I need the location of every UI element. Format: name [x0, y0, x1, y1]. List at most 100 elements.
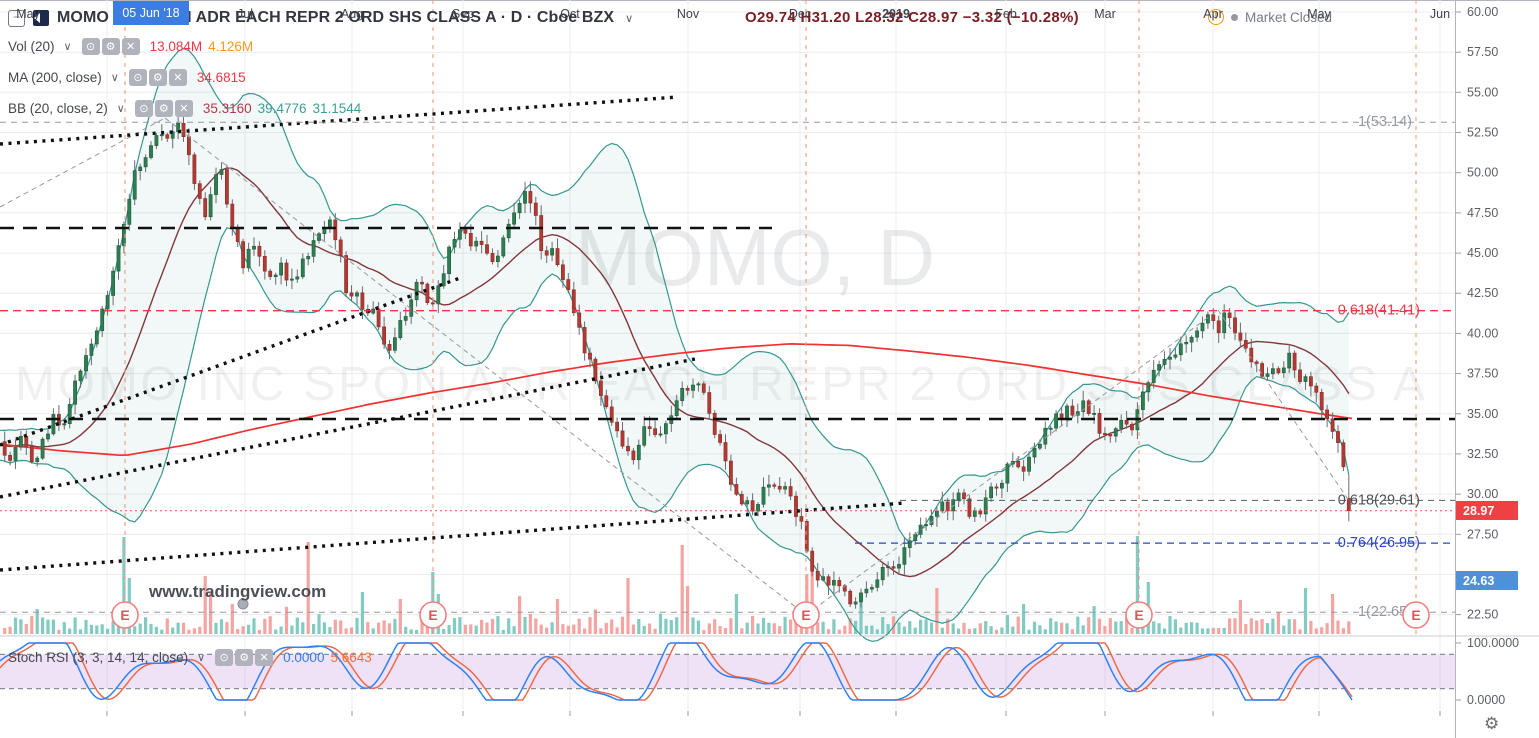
svg-text:E: E [428, 607, 437, 623]
time-label: Oct [560, 7, 580, 21]
time-label: Dec [788, 7, 812, 21]
time-label: May [1307, 7, 1331, 21]
time-label: Feb [995, 7, 1017, 21]
drawing-handle-dot[interactable] [237, 598, 249, 610]
legend-ma200-value: 34.6815 [196, 70, 246, 85]
visibility-icon[interactable]: ⊙ [81, 38, 100, 55]
selected-date-badge[interactable]: 05 Jun '18 [113, 1, 189, 25]
price-axis[interactable]: 60.00 57.50 55.00 52.50 50.00 47.50 45.00 42.50… [1455, 5, 1519, 707]
bollinger-fill [0, 48, 1349, 642]
earnings-vlines [124, 0, 1417, 635]
price-tick-label: 45.00 [1467, 246, 1498, 260]
price-tick-label: 52.50 [1467, 126, 1498, 140]
settings-icon[interactable]: ⚙ [148, 69, 167, 86]
legend-bb-basis-value: 35.3160 [202, 101, 252, 116]
legend-ma200: MA (200, close) ∨ ⊙ ⚙ ✕ 34.6815 [8, 69, 246, 86]
legend-bb-upper-value: 39.4776 [257, 101, 307, 116]
gridlines [0, 0, 1455, 710]
time-label: Aug [340, 7, 364, 21]
chart-header: − MOMO INC SPON ADR EACH REPR 2 ORD SHS … [8, 6, 633, 30]
close-icon[interactable]: ✕ [168, 69, 187, 86]
stoch-k-line [0, 642, 1353, 701]
fib-label: 0.618(29.61) [1338, 492, 1420, 508]
fib-label: 1(53.14) [1358, 114, 1412, 130]
market-status-dot-icon [1230, 13, 1238, 21]
legend-ma200-label[interactable]: MA (200, close) [8, 70, 102, 85]
close-icon[interactable]: ✕ [255, 649, 274, 666]
last-price-badge: 28.97 [1456, 501, 1518, 520]
time-label: May [16, 7, 40, 21]
close-icon[interactable]: ✕ [174, 100, 193, 117]
tradingview-watermark-link[interactable]: www.tradingview.com [149, 582, 327, 601]
legend-bollinger-label[interactable]: BB (20, close, 2) [8, 101, 108, 116]
chevron-down-icon[interactable]: ∨ [110, 72, 119, 84]
bb-lower-line [0, 227, 1350, 642]
chevron-down-icon[interactable]: ∨ [197, 652, 206, 664]
chevron-down-icon[interactable]: ∨ [116, 103, 125, 115]
price-tick-label: 55.00 [1467, 85, 1498, 99]
legend-volume-value: 13.084M [149, 39, 203, 54]
price-tick-label: 35.00 [1467, 407, 1498, 421]
axis-settings-gear-icon[interactable]: ⚙ [1484, 714, 1500, 733]
legend-volume: Vol (20) ∨ ⊙ ⚙ ✕ 13.084M 4.126M [8, 38, 253, 55]
fib-label: 0.618(41.41) [1338, 303, 1420, 319]
svg-text:E: E [1134, 607, 1143, 623]
price-axis-border [1455, 0, 1456, 738]
time-axis[interactable]: 05 Jun '18 May Jul Aug Sep Oct Nov Dec 2019 Feb M… [0, 0, 1539, 27]
visibility-icon[interactable]: ⊙ [128, 69, 147, 86]
price-tick-label: 42.50 [1467, 286, 1498, 300]
collapse-panel-icon[interactable]: − [8, 9, 25, 27]
fib-label: 0.764(26.95) [1338, 535, 1420, 551]
settings-icon[interactable]: ⚙ [101, 38, 120, 55]
svg-text:E: E [1411, 607, 1420, 623]
legend-volume-ma-value: 4.126M [208, 39, 254, 54]
price-tick-label: 47.50 [1467, 206, 1498, 220]
legend-volume-label[interactable]: Vol (20) [8, 39, 55, 54]
price-tick-label: 37.50 [1467, 367, 1498, 381]
blue-line-price-badge: 24.63 [1456, 571, 1518, 590]
time-label: Jun [1429, 7, 1451, 21]
earnings-icon [792, 601, 820, 629]
time-label: Jul [237, 7, 253, 21]
symbol-logo-icon [33, 10, 49, 26]
close-icon[interactable]: ✕ [121, 38, 140, 55]
trend-lines[interactable] [0, 95, 1455, 616]
earnings-icon [1402, 601, 1430, 629]
price-tick-label: 22.50 [1467, 608, 1498, 622]
visibility-icon[interactable]: ⊙ [134, 100, 153, 117]
ma200-line [0, 343, 1353, 457]
earnings-icon [111, 601, 139, 629]
symbol-title[interactable]: MOMO INC SPON ADR EACH REPR 2 ORD SHS CL… [57, 9, 615, 26]
time-ticks [106, 711, 1441, 716]
svg-text:E: E [120, 607, 129, 623]
market-status: ! Market Closed [1207, 9, 1332, 25]
price-tick-label: 27.50 [1467, 527, 1498, 541]
settings-icon[interactable]: ⚙ [235, 649, 254, 666]
market-status-text: Market Closed [1244, 9, 1332, 25]
time-label: 2019 [882, 7, 910, 21]
fib-label: 1(22.65) [1358, 604, 1412, 620]
bb-upper-line [0, 47, 1350, 545]
price-tick-label: 32.50 [1467, 447, 1498, 461]
time-label: Apr [1203, 7, 1223, 21]
earnings-icon [419, 601, 447, 629]
visibility-icon[interactable]: ⊙ [215, 649, 234, 666]
earnings-icon [1125, 601, 1153, 629]
legend-bb-lower-value: 31.1544 [312, 101, 362, 116]
legend-stoch-k-value: 0.0000 [283, 650, 325, 665]
fib-lines[interactable]: 1(53.14) 0.618(41.41) 0.618(29.61) 0.764(26… [0, 114, 1455, 620]
settings-icon[interactable]: ⚙ [154, 100, 173, 117]
alert-icon[interactable]: ! [1207, 9, 1224, 25]
chevron-down-icon[interactable]: ∨ [63, 41, 72, 53]
price-tick-label: 60.00 [1467, 5, 1498, 19]
chevron-down-icon[interactable]: ∨ [625, 12, 634, 25]
stoch-tick-label: 100.0000 [1467, 636, 1519, 650]
legend-stoch-rsi: Stoch RSI (3, 3, 14, 14, close) ∨ ⊙ ⚙ ✕ … [8, 649, 372, 666]
legend-stoch-label[interactable]: Stoch RSI (3, 3, 14, 14, close) [8, 650, 189, 665]
stoch-tick-label: 0.0000 [1467, 693, 1505, 707]
time-label: Sep [451, 7, 475, 21]
legend-stoch-d-value: 5.6643 [330, 650, 372, 665]
plot-layers [0, 0, 1455, 642]
